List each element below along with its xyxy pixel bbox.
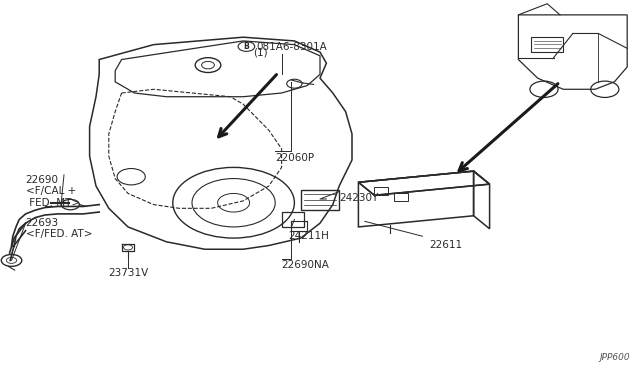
Text: 24230Y: 24230Y xyxy=(339,193,378,203)
Text: (1): (1) xyxy=(253,47,268,57)
Text: B: B xyxy=(244,42,249,51)
Text: JPP600: JPP600 xyxy=(600,353,630,362)
Text: 22611: 22611 xyxy=(429,240,462,250)
Text: 24211H: 24211H xyxy=(288,231,329,241)
Text: 22690NA: 22690NA xyxy=(282,260,330,270)
Text: 081A6-8301A: 081A6-8301A xyxy=(257,42,328,51)
Text: 22060P: 22060P xyxy=(275,153,314,163)
Text: 22690
<F/CAL +
 FED. MT>: 22690 <F/CAL + FED. MT> xyxy=(26,175,80,208)
Text: 22693
<F/FED. AT>: 22693 <F/FED. AT> xyxy=(26,218,92,239)
Text: 23731V: 23731V xyxy=(108,268,148,278)
